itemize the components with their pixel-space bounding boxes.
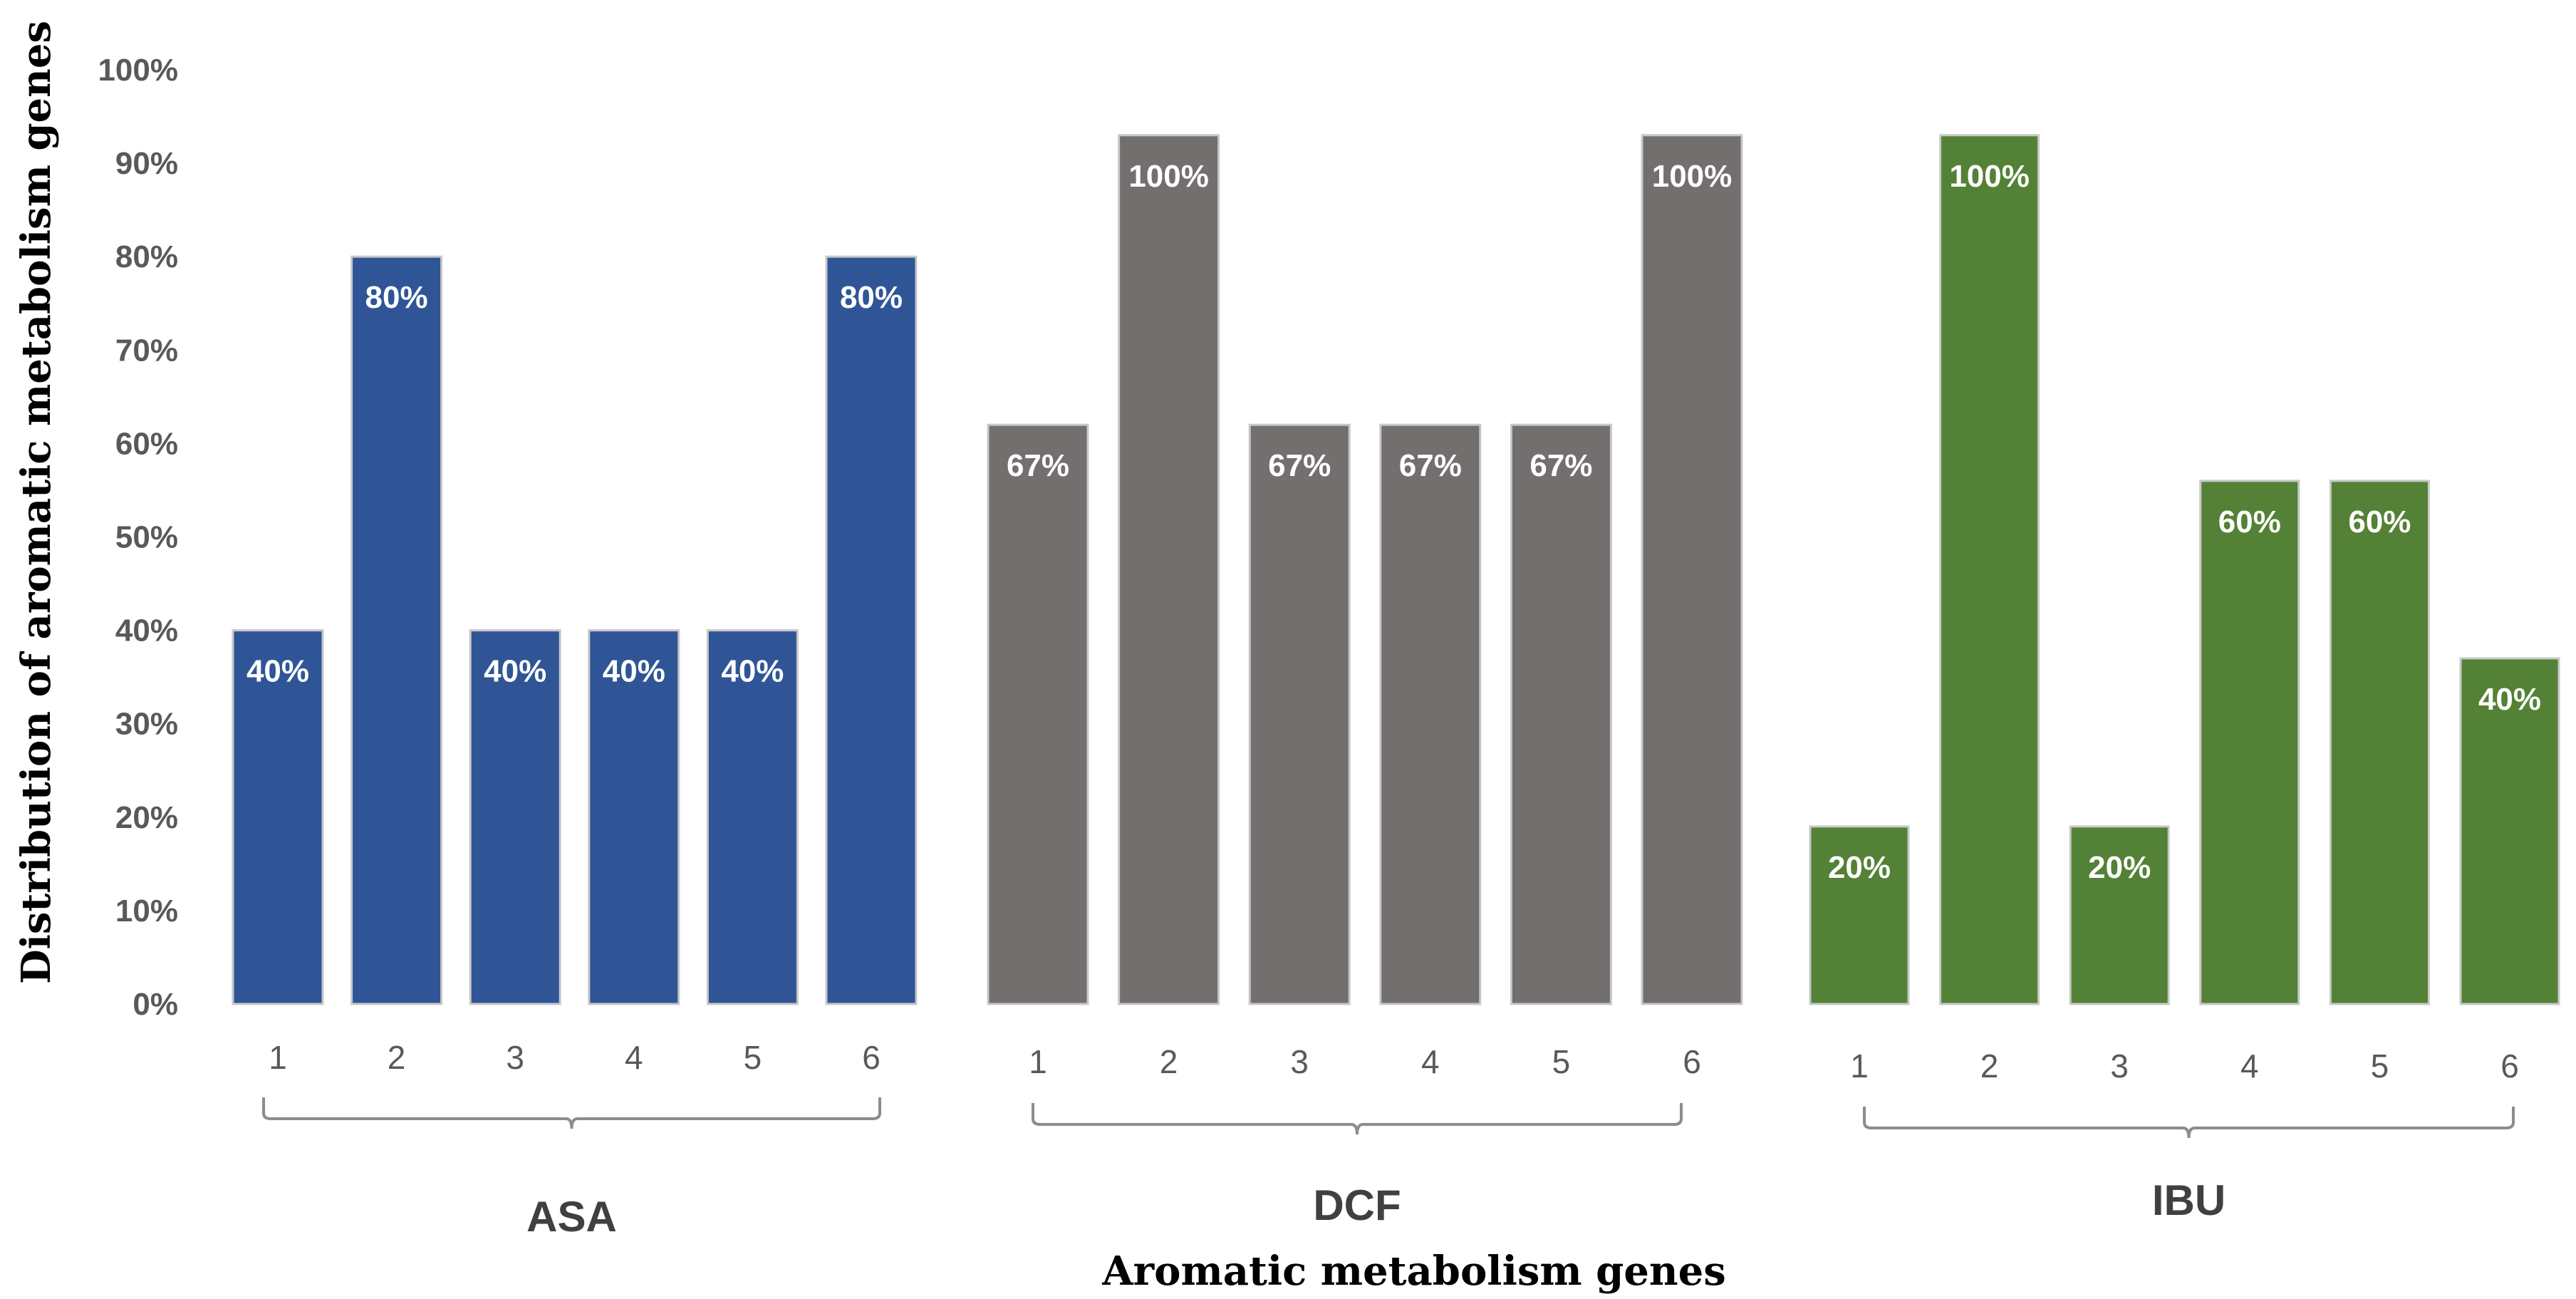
bar-dcf-2 xyxy=(1118,134,1220,1005)
category-label: 3 xyxy=(2110,1047,2129,1085)
y-tick-label: 80% xyxy=(115,239,178,274)
bar-ibu-4 xyxy=(2199,480,2300,1005)
category-label: 1 xyxy=(1850,1047,1869,1085)
y-tick-label: 100% xyxy=(98,53,178,88)
y-tick-label: 50% xyxy=(115,520,178,555)
bar-group-asa: 40% 1 80% 2 40% 3 40% 4 40% 5 80% 6 ASA xyxy=(232,255,918,1241)
data-label: 20% xyxy=(1828,850,1891,885)
data-label: 80% xyxy=(840,280,903,315)
category-label: 4 xyxy=(625,1039,643,1076)
category-label: 6 xyxy=(1683,1043,1701,1080)
bar-asa-5 xyxy=(706,629,799,1005)
data-label: 100% xyxy=(1949,159,2030,194)
category-label: 5 xyxy=(744,1039,762,1076)
bar-group-ibu: 20% 1 100% 2 20% 3 60% 4 60% 5 40% 6 IBU xyxy=(1809,134,2560,1224)
category-label: 2 xyxy=(1980,1047,1999,1085)
category-label: 5 xyxy=(2371,1047,2389,1085)
category-label: 3 xyxy=(506,1039,524,1076)
group-brace xyxy=(262,1097,881,1129)
bar-asa-3 xyxy=(469,629,561,1005)
data-label: 40% xyxy=(2478,682,2541,717)
bar-dcf-3 xyxy=(1248,423,1351,1005)
data-label: 40% xyxy=(721,654,784,689)
bar-ibu-3 xyxy=(2069,825,2170,1005)
group-brace xyxy=(1863,1107,2515,1139)
y-axis-label: Distribution of aromatic metabolism gene… xyxy=(13,21,60,984)
data-label: 100% xyxy=(1128,159,1209,194)
data-label: 40% xyxy=(484,654,546,689)
y-tick-label: 40% xyxy=(115,614,178,648)
category-label: 2 xyxy=(388,1039,406,1076)
data-label: 67% xyxy=(1007,448,1069,483)
category-label: 5 xyxy=(1552,1043,1571,1080)
group-label-dcf: DCF xyxy=(1313,1181,1401,1229)
category-label: 6 xyxy=(2500,1047,2519,1085)
y-tick-label: 30% xyxy=(115,707,178,742)
y-tick-label: 20% xyxy=(115,800,178,835)
data-label: 20% xyxy=(2088,850,2151,885)
bar-ibu-6 xyxy=(2459,657,2560,1005)
category-label: 4 xyxy=(1421,1043,1440,1080)
y-tick-label: 70% xyxy=(115,333,178,368)
bar-dcf-1 xyxy=(987,423,1089,1005)
bar-group-dcf: 67% 1 100% 2 67% 3 67% 4 67% 5 100% 6 DCF xyxy=(987,134,1743,1229)
category-label: 2 xyxy=(1160,1043,1178,1080)
category-label: 4 xyxy=(2240,1047,2259,1085)
bar-groups: 40% 1 80% 2 40% 3 40% 4 40% 5 80% 6 ASA 67% 1 100% 2 67% 3… xyxy=(232,134,2560,1241)
bar-asa-4 xyxy=(588,629,680,1005)
data-label: 100% xyxy=(1652,159,1733,194)
category-label: 6 xyxy=(862,1039,881,1076)
y-tick-label: 90% xyxy=(115,146,178,181)
data-label: 67% xyxy=(1399,448,1462,483)
data-label: 80% xyxy=(365,280,428,315)
bar-dcf-5 xyxy=(1510,423,1612,1005)
y-axis: 0% 10% 20% 30% 40% 50% 60% 70% 80% 90% 100% xyxy=(98,53,178,1022)
y-tick-label: 0% xyxy=(133,987,178,1022)
bar-dcf-6 xyxy=(1641,134,1743,1005)
bar-ibu-2 xyxy=(1939,134,2040,1005)
y-tick-label: 10% xyxy=(115,894,178,928)
group-brace xyxy=(1032,1103,1683,1135)
bar-asa-2 xyxy=(350,255,443,1005)
bar-dcf-4 xyxy=(1379,423,1482,1005)
bar-ibu-5 xyxy=(2329,480,2430,1005)
x-axis-label: Aromatic metabolism genes xyxy=(1101,1248,1726,1295)
data-label: 67% xyxy=(1530,448,1592,483)
data-label: 60% xyxy=(2218,504,2281,539)
category-label: 1 xyxy=(269,1039,287,1076)
data-label: 40% xyxy=(246,654,309,689)
group-label-asa: ASA xyxy=(526,1193,617,1241)
category-label: 3 xyxy=(1290,1043,1309,1080)
y-tick-label: 60% xyxy=(115,426,178,461)
bar-asa-6 xyxy=(825,255,918,1005)
bar-ibu-1 xyxy=(1809,825,1910,1005)
group-label-ibu: IBU xyxy=(2152,1176,2226,1224)
data-label: 60% xyxy=(2348,504,2411,539)
bar-asa-1 xyxy=(232,629,324,1005)
data-label: 40% xyxy=(603,654,665,689)
category-label: 1 xyxy=(1029,1043,1047,1080)
data-label: 67% xyxy=(1268,448,1331,483)
